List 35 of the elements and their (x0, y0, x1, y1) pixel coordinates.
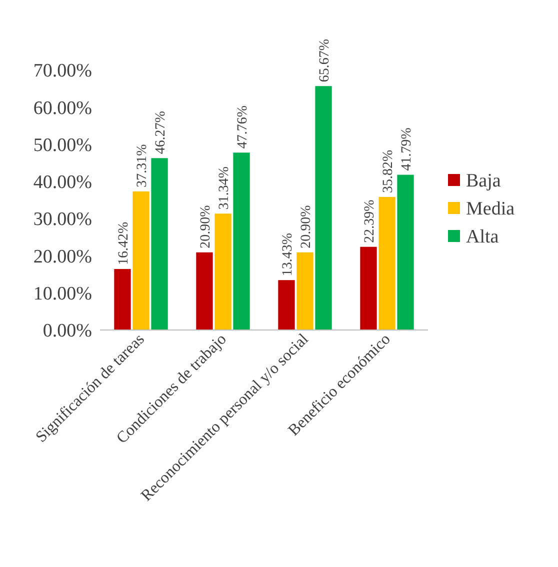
bar (151, 158, 168, 330)
bar (315, 86, 332, 330)
data-label: 31.34% (217, 166, 232, 210)
bar (360, 246, 377, 330)
data-label: 47.76% (236, 105, 251, 149)
y-tick-label: 30.00% (33, 209, 92, 230)
legend-label: Media (466, 198, 516, 220)
legend-label: Alta (466, 226, 500, 248)
data-label: 22.39% (362, 199, 378, 243)
bar (378, 196, 396, 330)
bar (296, 252, 314, 330)
y-tick-label: 0.00% (42, 320, 92, 342)
bar (278, 280, 295, 330)
y-tick-label: 40.00% (33, 172, 92, 194)
bar (233, 152, 250, 330)
y-tick-label: 10.00% (33, 284, 92, 305)
y-tick-label: 70.00% (33, 60, 92, 82)
y-tick-label: 50.00% (33, 134, 92, 156)
data-label: 46.27% (154, 110, 169, 154)
data-label: 13.43% (280, 232, 296, 276)
data-label: 20.90% (198, 204, 214, 248)
bar (214, 214, 232, 330)
bar (196, 252, 213, 330)
bar (132, 191, 150, 330)
data-label: 20.90% (299, 204, 314, 248)
y-tick-label: 20.00% (33, 246, 92, 268)
bar (397, 174, 414, 330)
data-label: 37.31% (135, 144, 150, 188)
bar (114, 269, 131, 330)
data-label: 35.82% (381, 149, 396, 193)
data-label: 41.79% (400, 127, 415, 171)
y-tick-label: 60.00% (33, 98, 92, 119)
data-label: 16.42% (116, 222, 132, 266)
data-label: 65.67% (318, 38, 333, 82)
legend-label: Baja (466, 170, 502, 192)
